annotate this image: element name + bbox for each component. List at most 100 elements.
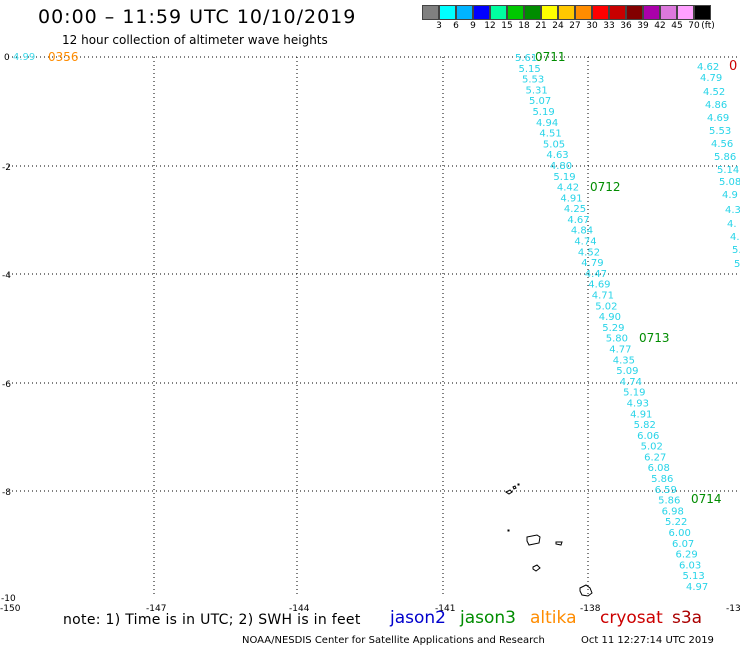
swh-value: 4.79: [700, 73, 722, 84]
swh-value-left: 4.99: [13, 52, 35, 63]
scale-label: 18: [518, 21, 530, 31]
swh-value: 4.71: [592, 291, 614, 302]
chart-title: 00:00 – 11:59 UTC 10/10/2019: [38, 6, 357, 28]
swh-value: 4.63: [546, 150, 568, 161]
island-outline: [555, 541, 563, 546]
scale-swatch: [609, 5, 626, 20]
swh-value: 5.02: [641, 442, 663, 453]
chart-subtitle: 12 hour collection of altimeter wave hei…: [62, 33, 328, 47]
scale-label: 39: [637, 21, 649, 31]
swh-value: 4.74: [574, 237, 596, 248]
scale-swatch: [694, 5, 711, 20]
island-outline: [579, 584, 593, 597]
scale-swatch: [490, 5, 507, 20]
scale-label: 6: [453, 21, 459, 31]
swh-value: 5.02: [595, 301, 617, 312]
lon-label: -144: [289, 604, 310, 614]
swh-value: 4.9: [722, 190, 738, 201]
scale-swatch: [558, 5, 575, 20]
scale-label: (ft): [701, 21, 715, 31]
pass-time-label: 0713: [639, 331, 670, 345]
island-outline: [517, 483, 520, 486]
lat-label: -10: [1, 594, 16, 604]
scale-swatch: [677, 5, 694, 20]
swh-value: 4.84: [571, 226, 593, 237]
scale-label: 36: [620, 21, 632, 31]
swh-value: 5.: [732, 245, 740, 256]
swh-value: 4.69: [707, 113, 729, 124]
swh-value: 6.03: [679, 560, 701, 571]
swh-value: 5.80: [606, 334, 628, 345]
island-outline: [505, 489, 513, 495]
lat-label: -8: [2, 488, 11, 498]
swh-value: 5.19: [532, 107, 554, 118]
scale-swatch: [473, 5, 490, 20]
swh-value: 4.91: [630, 409, 652, 420]
swh-value: 4.: [727, 219, 737, 230]
swh-value: 4.80: [550, 161, 572, 172]
scale-swatch: [660, 5, 677, 20]
swh-value: 6.00: [669, 528, 691, 539]
color-scale-legend: [422, 5, 711, 20]
swh-value: 4.52: [578, 247, 600, 258]
swh-value: 4.90: [599, 312, 621, 323]
swh-value: 4.35: [613, 355, 635, 366]
swh-value: 5.53: [522, 75, 544, 86]
swh-value: 4.62: [697, 62, 719, 73]
swh-value: 4.97: [686, 582, 708, 593]
swh-value: 4.42: [557, 183, 579, 194]
pass-time-right: 0: [729, 59, 737, 74]
swh-value: 5.09: [616, 366, 638, 377]
swh-value: 5.08: [719, 177, 740, 188]
swh-value: 5.53: [709, 126, 731, 137]
swh-value: 5.86: [714, 152, 736, 163]
pass-time-label: 0714: [691, 492, 722, 506]
swh-value: 4.3: [725, 205, 740, 216]
lon-label: -147: [146, 604, 166, 614]
mission-label-s3a: s3a: [672, 608, 703, 628]
swh-value: 4.: [730, 232, 740, 243]
footer-note: note: 1) Time is in UTC; 2) SWH is in fe…: [63, 612, 361, 628]
swh-value: 5.14: [717, 165, 739, 176]
credit-line: NOAA/NESDIS Center for Satellite Applica…: [242, 635, 545, 646]
swh-value: 4.77: [609, 344, 631, 355]
swh-value: 4.52: [703, 87, 725, 98]
swh-value: 5.86: [651, 474, 673, 485]
lat-label: -6: [2, 380, 11, 390]
scale-swatch: [575, 5, 592, 20]
lon-label: -13: [726, 604, 740, 614]
scale-label: 3: [436, 21, 442, 31]
mission-label-altika: altika: [530, 608, 577, 628]
pass-time-left: 0356: [48, 50, 79, 64]
scale-label: 12: [484, 21, 496, 31]
scale-swatch: [422, 5, 439, 20]
swh-value: 5.15: [518, 64, 540, 75]
swh-value: 6.06: [637, 431, 659, 442]
swh-value: 4.47: [585, 269, 607, 280]
swh-value: 5.05: [543, 139, 565, 150]
swh-value: 5.19: [553, 172, 575, 183]
scale-swatch: [643, 5, 660, 20]
mission-label-cryosat: cryosat: [600, 608, 663, 628]
swh-value: 4.93: [627, 398, 649, 409]
swh-value: 6.98: [662, 506, 684, 517]
scale-label: 21: [535, 21, 547, 31]
swh-value: 6.07: [672, 539, 694, 550]
swh-value: 4.56: [711, 139, 733, 150]
scale-label: 45: [671, 21, 683, 31]
swh-value: 4.86: [705, 100, 727, 111]
lon-label: -150: [0, 604, 21, 614]
swh-value: 5.07: [529, 96, 551, 107]
island-outline: [526, 534, 541, 546]
swh-value: 4.79: [581, 258, 603, 269]
swh-value: 5.61: [515, 53, 537, 64]
swh-value: 4.74: [620, 377, 642, 388]
color-scale-labels: 3 6 9 12 15 18 21 24 27 30 33 36 39 42 45 70 (ft): [422, 21, 740, 35]
lon-label: -138: [580, 604, 601, 614]
pass-time-label: 0712: [590, 180, 621, 194]
island-outline: [507, 529, 510, 532]
pass-time-label: 0711: [535, 50, 566, 64]
swh-value: 4.67: [567, 215, 589, 226]
scale-swatch: [507, 5, 524, 20]
